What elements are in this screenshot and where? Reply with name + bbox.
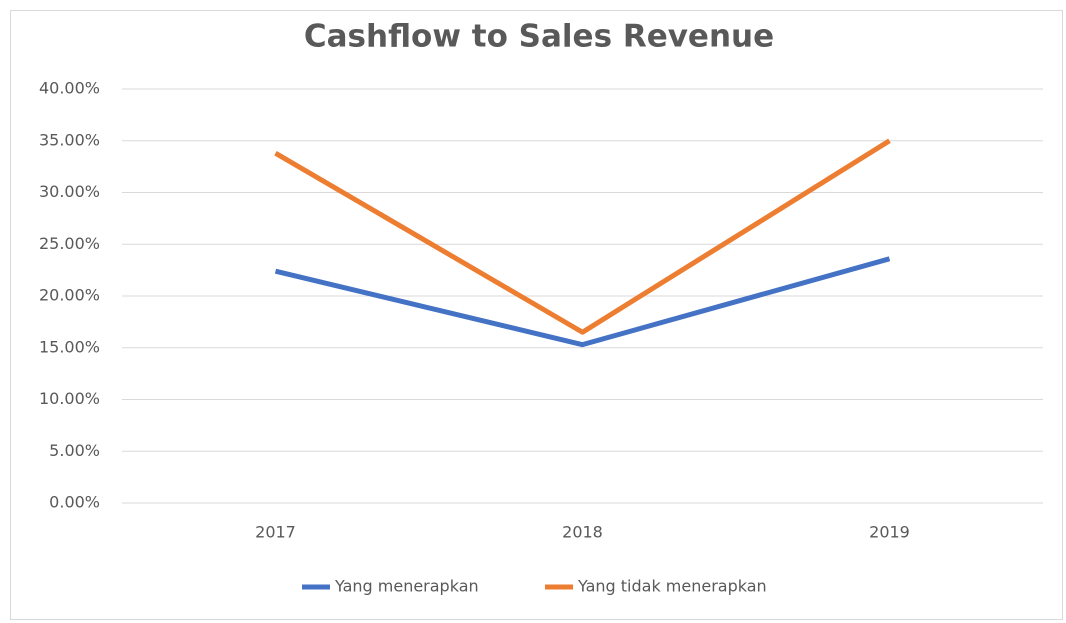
y-tick-label: 5.00% [49,441,100,460]
y-tick-label: 25.00% [39,234,100,253]
y-tick-label: 10.00% [39,389,100,408]
legend-label: Yang tidak menerapkan [577,577,767,596]
x-tick-label: 2017 [255,523,296,542]
x-tick-label: 2018 [562,523,603,542]
series-line [274,256,891,348]
y-tick-label: 40.00% [39,79,100,98]
y-tick-label: 35.00% [39,130,100,149]
y-tick-label: 0.00% [49,493,100,512]
y-tick-label: 15.00% [39,337,100,356]
y-tick-label: 30.00% [39,182,100,201]
y-tick-label: 20.00% [39,286,100,305]
legend-label: Yang menerapkan [334,577,479,596]
series-line [274,138,891,335]
chart-title: Cashflow to Sales Revenue [304,19,774,55]
x-tick-label: 2019 [869,523,910,542]
chart-border [10,10,1063,620]
